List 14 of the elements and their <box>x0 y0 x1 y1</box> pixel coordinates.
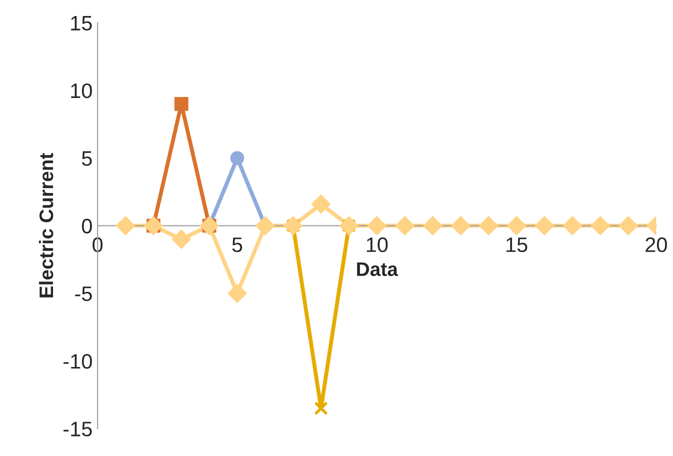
y-tick-label: 10 <box>71 83 92 98</box>
y-axis-title: Electric Current <box>38 153 54 298</box>
x-tick-label: 10 <box>366 237 388 252</box>
x-tick-label: 20 <box>646 237 667 252</box>
x-tick-label: 0 <box>92 237 103 252</box>
y-tick-label: 0 <box>82 218 92 234</box>
x-tick-label: 15 <box>506 238 528 252</box>
y-tick-label: 5 <box>82 151 92 166</box>
y-tick-label: -10 <box>64 354 92 369</box>
y-tick-label: -15 <box>64 422 92 436</box>
y-tick-label: -5 <box>75 286 92 302</box>
y-tick-label: 15 <box>71 16 92 31</box>
x-tick-label: 5 <box>232 238 242 252</box>
x-axis-title: Data <box>357 262 398 276</box>
